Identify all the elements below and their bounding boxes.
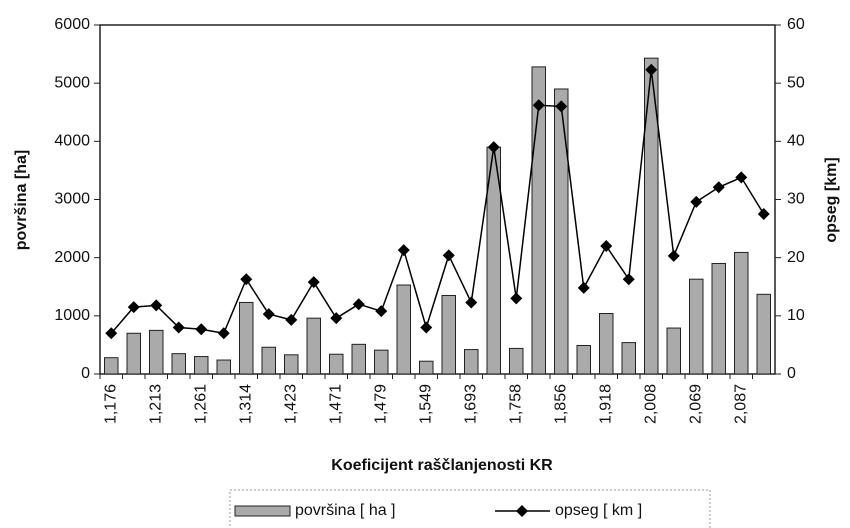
- marker: [127, 301, 140, 314]
- legend-marker: [516, 505, 528, 517]
- bar: [464, 349, 479, 375]
- legend-label: opseg [ km ]: [555, 502, 642, 519]
- y2-tick-label: 10: [787, 307, 805, 324]
- marker: [217, 327, 230, 340]
- marker: [735, 171, 748, 184]
- x-tick-label: 2,069: [687, 384, 704, 424]
- marker: [600, 240, 613, 253]
- bar: [239, 301, 254, 375]
- bar: [689, 278, 704, 375]
- marker: [532, 99, 545, 112]
- marker: [195, 323, 208, 336]
- y2-tick-label: 60: [787, 16, 805, 33]
- marker: [105, 327, 118, 340]
- line: [110, 69, 765, 335]
- bar: [441, 294, 456, 375]
- y-axis-title: površina [ha]: [13, 150, 30, 250]
- marker: [352, 298, 365, 311]
- bar: [396, 284, 411, 375]
- marker: [555, 100, 568, 113]
- marker: [397, 244, 410, 257]
- bar: [104, 357, 119, 375]
- bar: [599, 313, 614, 375]
- bar: [644, 57, 659, 375]
- bar: [419, 360, 434, 375]
- bar: [621, 342, 636, 375]
- bar: [509, 347, 524, 375]
- bar: [329, 353, 344, 375]
- marker: [757, 208, 770, 221]
- bar: [711, 262, 726, 375]
- y2-axis-title: opseg [km]: [823, 157, 840, 242]
- bar: [374, 349, 389, 375]
- marker: [150, 299, 163, 312]
- marker: [262, 308, 275, 321]
- marker: [667, 249, 680, 262]
- bar: [261, 346, 276, 375]
- x-tick-label: 1,261: [192, 384, 209, 424]
- x-tick-label: 1,471: [327, 384, 344, 424]
- marker: [375, 305, 388, 318]
- x-tick-label: 1,314: [237, 384, 254, 424]
- marker: [622, 273, 635, 286]
- bar: [666, 327, 681, 375]
- marker: [690, 195, 703, 208]
- x-tick-label: 2,008: [642, 384, 659, 424]
- x-tick-label: 1,918: [597, 384, 614, 424]
- bar: [756, 293, 771, 375]
- marker: [487, 141, 500, 154]
- y-tick-label: 5000: [54, 74, 90, 91]
- x-tick-label: 1,213: [147, 384, 164, 424]
- y-tick-label: 4000: [54, 133, 90, 150]
- bar: [126, 332, 141, 375]
- bar: [149, 329, 164, 375]
- x-tick-label: 1,423: [282, 384, 299, 424]
- bar: [306, 317, 321, 375]
- x-tick-label: 2,087: [732, 384, 749, 424]
- x-tick-label: 1,693: [462, 384, 479, 424]
- bar: [531, 66, 546, 375]
- bar: [554, 88, 569, 375]
- x-tick-label: 1,479: [372, 384, 389, 424]
- legend-label: površina [ ha ]: [295, 502, 396, 519]
- marker: [330, 312, 343, 325]
- y2-tick-label: 0: [787, 365, 796, 382]
- marker: [285, 313, 298, 326]
- marker: [442, 249, 455, 262]
- marker: [420, 321, 433, 334]
- bar: [171, 353, 186, 375]
- bar: [216, 359, 231, 375]
- marker: [307, 276, 320, 289]
- bar: [734, 251, 749, 375]
- plot-area: [99, 24, 776, 375]
- marker: [465, 296, 478, 309]
- marker: [240, 273, 253, 286]
- y2-tick-label: 30: [787, 191, 805, 208]
- x-tick-label: 1,758: [507, 384, 524, 424]
- x-axis-title: Koeficijent raščlanjenosti KR: [331, 457, 553, 474]
- bar: [194, 356, 209, 375]
- y-tick-label: 3000: [54, 191, 90, 208]
- y-tick-label: 0: [81, 365, 90, 382]
- marker: [510, 292, 523, 305]
- y2-tick-label: 50: [787, 74, 805, 91]
- legend-swatch: [234, 505, 291, 517]
- bar: [351, 343, 366, 375]
- y-tick-label: 1000: [54, 307, 90, 324]
- marker: [712, 181, 725, 194]
- y-tick-label: 6000: [54, 16, 90, 33]
- y-tick-label: 2000: [54, 249, 90, 266]
- legend-box: [229, 489, 711, 528]
- x-tick-label: 1,856: [552, 384, 569, 424]
- x-tick-label: 1,549: [417, 384, 434, 424]
- x-tick-label: 1,176: [102, 384, 119, 424]
- marker: [645, 63, 658, 76]
- y2-tick-label: 20: [787, 249, 805, 266]
- bar: [576, 344, 591, 375]
- bar: [284, 354, 299, 375]
- marker: [172, 321, 185, 334]
- marker: [577, 281, 590, 294]
- y2-tick-label: 40: [787, 133, 805, 150]
